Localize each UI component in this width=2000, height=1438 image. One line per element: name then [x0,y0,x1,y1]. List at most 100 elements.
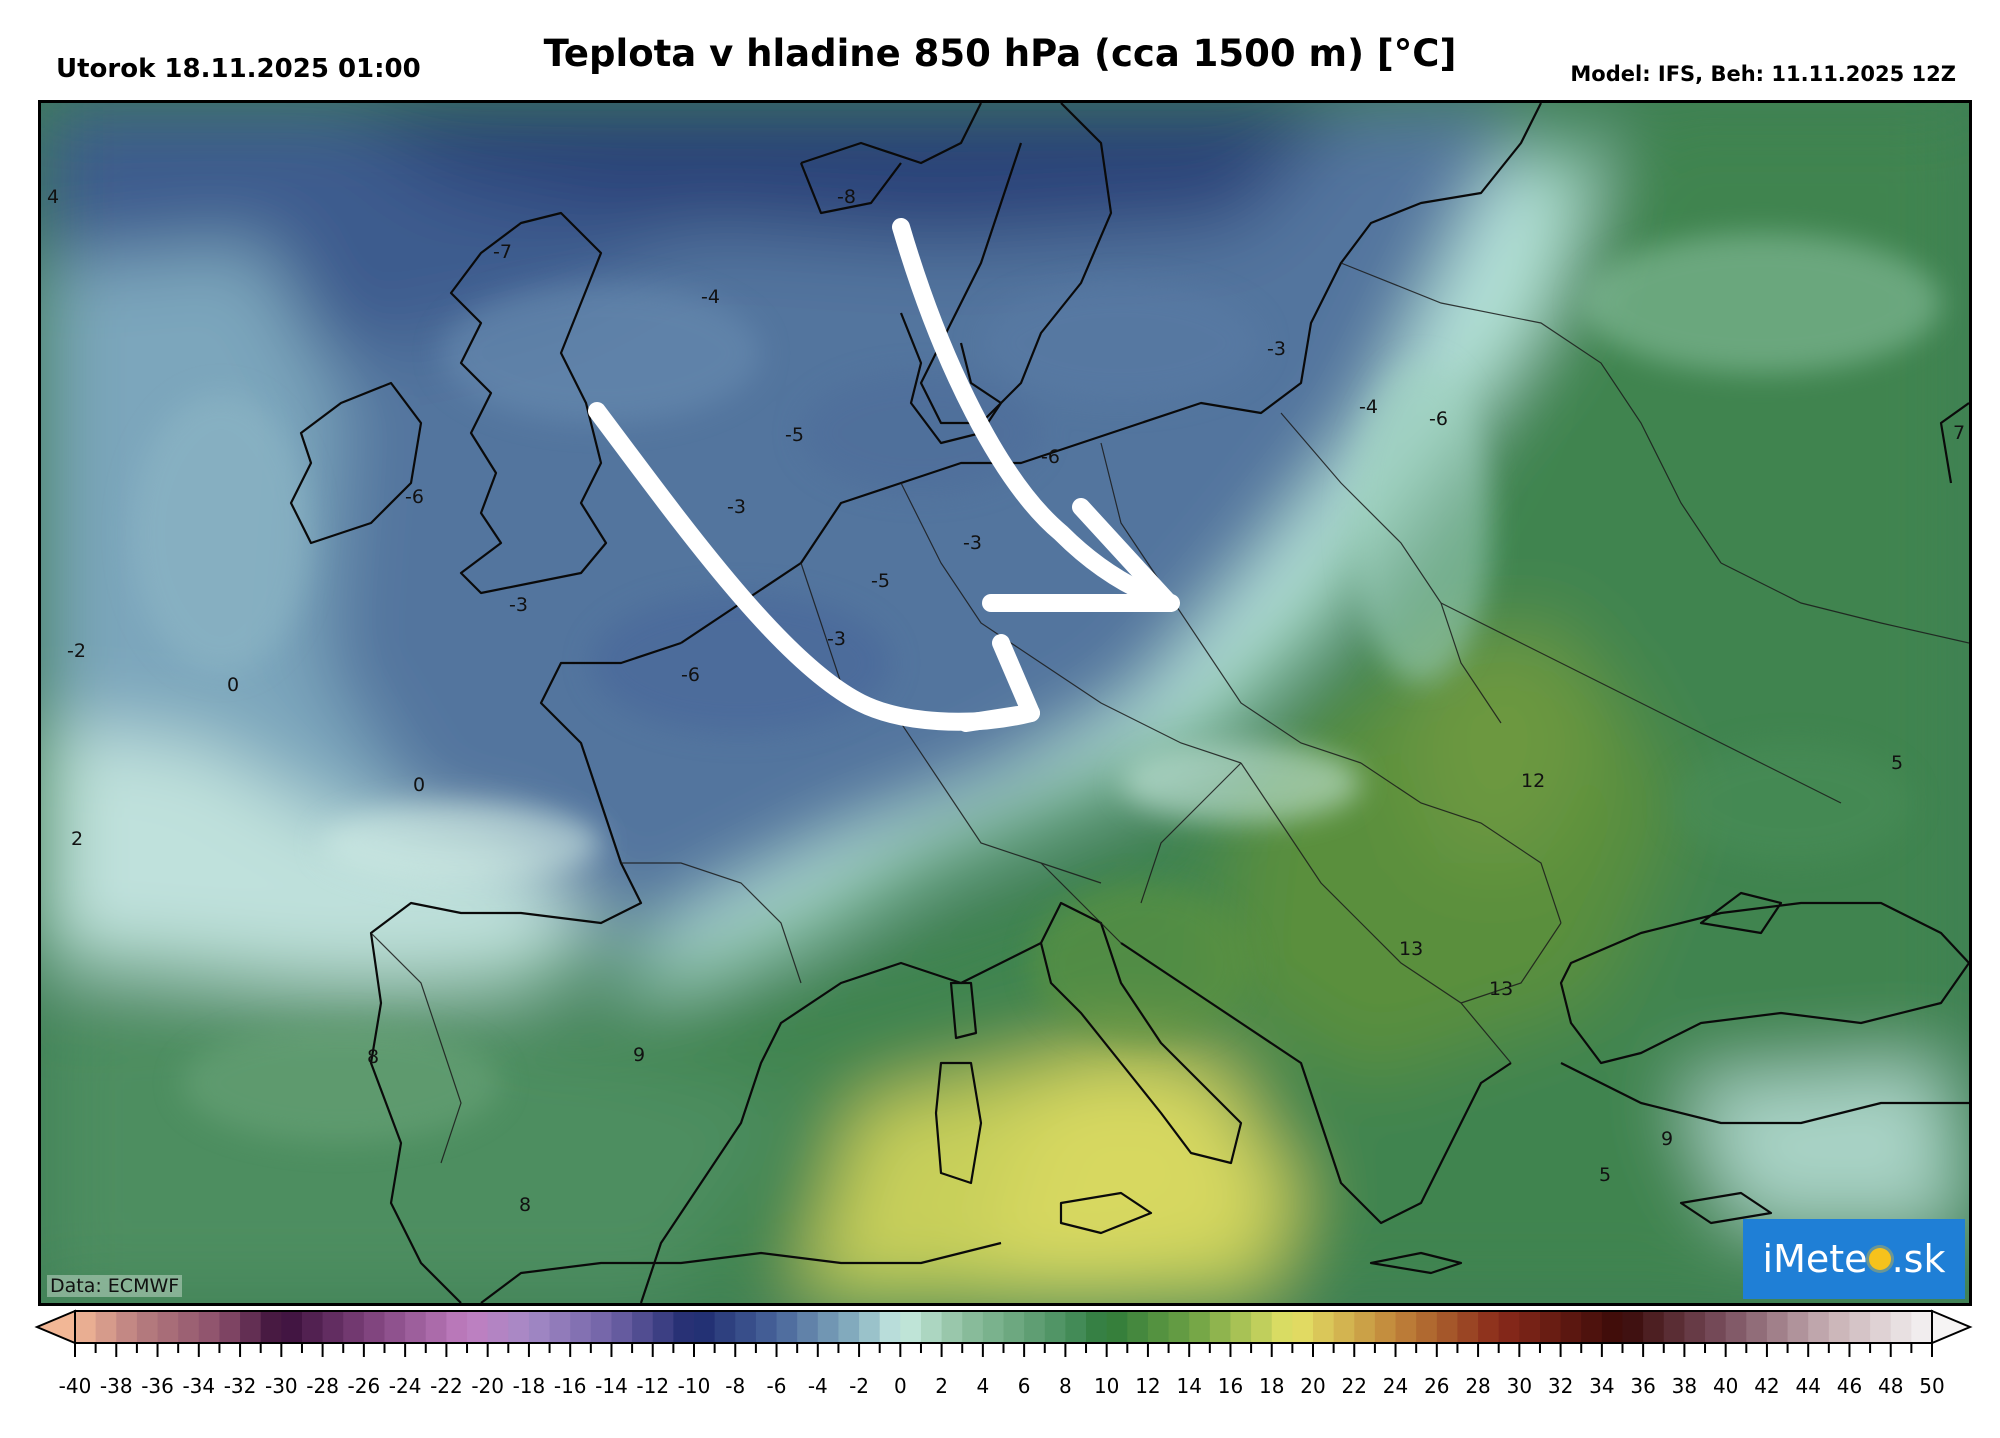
colorbar-cell [343,1311,365,1343]
colorbar-cell [1147,1311,1170,1343]
sun-icon [1868,1248,1891,1270]
colorbar-cell [136,1311,159,1343]
colorbar-tick-label: -34 [182,1374,215,1398]
coastlines [289,103,1969,1303]
contour-label: 0 [413,774,425,796]
colorbar: -40 -38 -36 -34 -32 -30 -28 -26 -24 -22 -20 -18 -16-… [34,1309,1973,1398]
imeteo-logo[interactable]: iMete .sk [1743,1219,1965,1299]
colorbar-cell [590,1311,613,1343]
contour-label: 12 [1521,770,1545,792]
contour-label: -6 [1429,408,1448,430]
contour-label: 8 [519,1194,531,1216]
colorbar-tick-label: -6 [767,1374,787,1398]
colorbar-tick-label: 40 [1713,1374,1738,1398]
contour-label: 5 [1599,1164,1611,1186]
colorbar-min-extension [34,1309,76,1345]
colorbar-cell [652,1311,674,1343]
colorbar-cell [755,1311,778,1343]
colorbar-cells [75,1311,1933,1343]
colorbar-cell [982,1311,1005,1343]
colorbar-cell [570,1311,592,1343]
logo-text-left: iMete [1762,1237,1868,1281]
colorbar-cell [1560,1311,1582,1343]
colorbar-tick-label: 24 [1383,1374,1408,1398]
contour-label: -4 [1359,396,1378,418]
colorbar-cell [1044,1311,1066,1343]
colorbar-tick-label: -18 [513,1374,546,1398]
colorbar-cell [1725,1311,1747,1343]
colorbar-tick-label: -20 [471,1374,504,1398]
colorbar-cell [1230,1311,1252,1343]
colorbar-tick-label: 12 [1135,1374,1160,1398]
colorbar-tick-label: 28 [1465,1374,1490,1398]
colorbar-cell [1189,1311,1211,1343]
contour-labels: 4 -7 -8 -4 -3 -4 -6 -5 -6 -6 -3 -3 -5 -3… [47,186,1965,1216]
colorbar-cell [75,1311,97,1343]
colorbar-cell [1251,1311,1273,1343]
contour-label: -3 [1267,338,1286,360]
colorbar-tick-label: -36 [141,1374,174,1398]
contour-label: 13 [1399,938,1423,960]
colorbar-cell [363,1311,386,1343]
colorbar-tick-label: 6 [1018,1374,1031,1398]
colorbar-cell [1436,1311,1459,1343]
colorbar-tick-label: 2 [935,1374,948,1398]
valid-time: Utorok 18.11.2025 01:00 [56,54,421,84]
colorbar-cell [838,1311,860,1343]
colorbar-cell [1684,1311,1706,1343]
colorbar-cell [1705,1311,1727,1343]
country-borders [370,262,1969,1164]
colorbar-cell [301,1311,324,1343]
contour-label: -6 [1041,446,1060,468]
colorbar-cell [198,1311,221,1343]
colorbar-cell [1374,1311,1397,1343]
colorbar-ticks [74,1343,1933,1357]
colorbar-cell [1478,1311,1500,1343]
colorbar-tick-label: 16 [1218,1374,1243,1398]
logo-text-right: .sk [1891,1237,1946,1281]
colorbar-cell [673,1311,695,1343]
colorbar-cell [1271,1311,1293,1343]
colorbar-cell [446,1311,468,1343]
colorbar-cell [941,1311,963,1343]
colorbar-cell [797,1311,819,1343]
colorbar-cell [879,1311,901,1343]
colorbar-cell [1127,1311,1149,1343]
colorbar-cell [240,1311,262,1343]
colorbar-cell [1663,1311,1685,1343]
colorbar-cell [1498,1311,1520,1343]
colorbar-tick-label: 26 [1424,1374,1449,1398]
colorbar-cell [859,1311,881,1343]
data-source-label: Data: ECMWF [47,1275,183,1297]
contour-label: -5 [871,570,890,592]
colorbar-tick-label: 50 [1919,1374,1944,1398]
colorbar-cell [1643,1311,1665,1343]
contour-label: -3 [827,628,846,650]
colorbar-tick-label: -12 [636,1374,669,1398]
colorbar-tick-label: -32 [224,1374,257,1398]
colorbar-tick-label: -16 [554,1374,587,1398]
contour-label: 9 [633,1044,645,1066]
contour-label: -3 [963,532,982,554]
colorbar-tick-label: 36 [1630,1374,1655,1398]
colorbar-cell [817,1311,840,1343]
colorbar-cell [1024,1311,1046,1343]
colorbar-tick-label: -38 [100,1374,133,1398]
colorbar-cell [1065,1311,1087,1343]
contour-label: 7 [1953,422,1965,444]
contour-label: 2 [71,828,83,850]
colorbar-cell [1354,1311,1376,1343]
map-canvas: 4 -7 -8 -4 -3 -4 -6 -5 -6 -6 -3 -3 -5 -3… [41,103,1969,1303]
colorbar-cell [1870,1311,1892,1343]
colorbar-cell [1890,1311,1912,1343]
colorbar-cell [95,1311,117,1343]
colorbar-tick-labels: -40 -38 -36 -34 -32 -30 -28 -26 -24 -22 -20 -18 -16-… [59,1374,1945,1398]
colorbar-cell [776,1311,798,1343]
colorbar-cell [1209,1311,1232,1343]
colorbar-cell [549,1311,571,1343]
contour-label: -6 [405,486,424,508]
colorbar-tick-label: 10 [1094,1374,1119,1398]
colorbar-tick-label: 22 [1342,1374,1367,1398]
colorbar-cell [1746,1311,1768,1343]
contour-label: 13 [1489,978,1513,1000]
